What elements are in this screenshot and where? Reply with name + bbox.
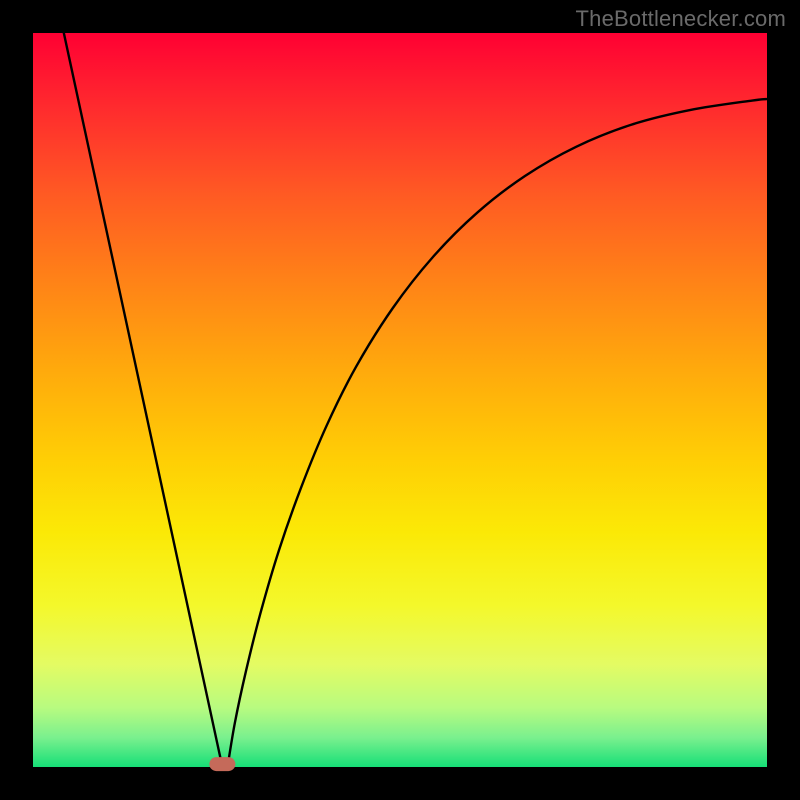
vertex-marker: [209, 757, 235, 771]
watermark-text: TheBottlenecker.com: [576, 6, 786, 32]
bottleneck-chart: [0, 0, 800, 800]
bottleneck-chart-container: TheBottlenecker.com: [0, 0, 800, 800]
